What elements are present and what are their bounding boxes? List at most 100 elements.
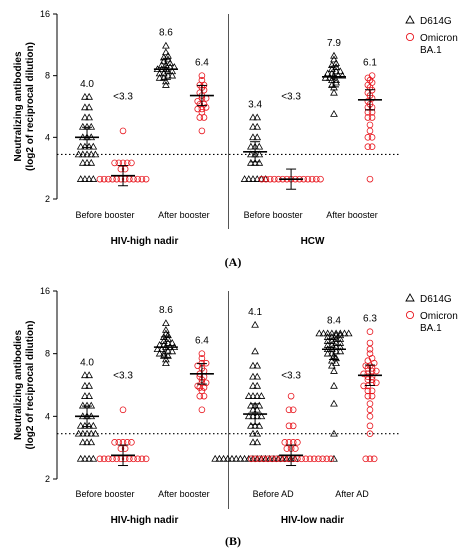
omicron-point	[200, 392, 208, 400]
d614g-point	[74, 429, 83, 437]
d614g-point	[336, 347, 345, 355]
d614g-point	[81, 371, 89, 379]
d614g-point	[81, 113, 89, 121]
omicron-point	[252, 455, 259, 463]
d614g-point	[249, 122, 257, 130]
mean-value-label: 6.1	[363, 58, 377, 69]
omicron-point	[111, 159, 118, 167]
omicron-point	[198, 127, 206, 135]
d614g-point	[336, 331, 345, 339]
d614g-point	[240, 454, 249, 462]
omicron-point	[96, 455, 104, 463]
y-tick-label: 2	[45, 474, 50, 484]
omicron-point	[291, 445, 299, 452]
omicron-point	[270, 175, 278, 183]
d614g-point	[87, 158, 96, 166]
d614g-point	[76, 142, 85, 150]
d614g-point	[162, 41, 170, 49]
d614g-point	[253, 392, 262, 399]
legend-omicron-label: Omicron	[420, 33, 458, 44]
d614g-point	[249, 175, 257, 182]
omicron-point	[362, 455, 370, 463]
d614g-point	[332, 331, 340, 339]
omicron-point	[364, 376, 372, 383]
d614g-point	[247, 150, 255, 158]
d614g-point	[253, 372, 262, 380]
omicron-point	[317, 175, 324, 183]
d614g-point	[249, 133, 257, 141]
category-label: Before booster	[75, 489, 134, 499]
panel-label: (A)	[225, 255, 242, 269]
omicron-point	[119, 127, 127, 135]
d614g-point	[85, 92, 94, 100]
omicron-point	[368, 387, 376, 395]
d614g-point	[334, 71, 343, 79]
category-label: After booster	[158, 489, 210, 499]
mean-value-label: 4.0	[80, 79, 94, 90]
omicron-point	[368, 134, 376, 141]
omicron-point	[111, 439, 118, 446]
d614g-point	[87, 438, 96, 446]
d614g-point	[251, 320, 259, 328]
d614g-point	[247, 142, 255, 150]
omicron-point	[196, 392, 204, 400]
d614g-point	[168, 71, 177, 79]
omicron-point	[273, 455, 280, 463]
legend-d614g-label: D614G	[420, 16, 452, 27]
d614g-point	[249, 392, 257, 399]
omicron-point	[289, 422, 297, 430]
y-tick-label: 8	[45, 71, 50, 81]
d614g-point	[228, 454, 236, 462]
y-axis-label-line1: Neutralizing antibodies	[13, 51, 24, 161]
d614g-point	[78, 429, 87, 437]
omicron-point	[364, 114, 372, 121]
d614g-point	[78, 158, 87, 166]
d614g-point	[211, 454, 220, 462]
d614g-point	[332, 359, 340, 366]
mean-value-label: <3.3	[113, 91, 133, 102]
d614g-point	[319, 329, 328, 337]
d614g-point	[164, 51, 172, 59]
omicron-point	[134, 175, 142, 183]
d614g-point	[330, 109, 338, 117]
omicron-point	[268, 455, 276, 463]
d614g-point	[157, 61, 166, 68]
d614g-point	[89, 421, 98, 429]
d614g-point	[162, 77, 170, 85]
legend-triangle-icon	[405, 15, 415, 24]
omicron-point	[366, 328, 374, 336]
d614g-point	[81, 175, 89, 182]
d614g-point	[78, 401, 87, 409]
omicron-point	[368, 143, 376, 151]
omicron-point	[294, 439, 301, 446]
d614g-point	[327, 329, 336, 337]
d614g-point	[257, 392, 266, 399]
omicron-point	[372, 367, 380, 375]
omicron-point	[285, 406, 293, 414]
omicron-point	[366, 121, 374, 129]
panel-label: (B)	[225, 534, 241, 548]
d614g-point	[83, 158, 91, 166]
omicron-point	[366, 339, 374, 347]
d614g-point	[232, 454, 241, 462]
d614g-point	[336, 339, 345, 346]
d614g-point	[244, 392, 253, 399]
omicron-point	[312, 175, 320, 183]
d614g-point	[236, 454, 245, 462]
group-label: HIV-high nadir	[111, 515, 179, 526]
d614g-point	[168, 339, 177, 346]
omicron-point	[128, 439, 135, 446]
omicron-point	[285, 422, 293, 430]
d614g-point	[162, 359, 170, 366]
d614g-point	[83, 438, 91, 446]
d614g-point	[85, 103, 94, 111]
omicron-point	[364, 392, 372, 400]
d614g-point	[85, 381, 94, 389]
omicron-point	[196, 384, 204, 391]
omicron-point	[368, 95, 376, 102]
omicron-point	[119, 406, 127, 414]
d614g-point	[85, 175, 94, 182]
omicron-point	[121, 165, 129, 173]
d614g-point	[87, 429, 96, 437]
